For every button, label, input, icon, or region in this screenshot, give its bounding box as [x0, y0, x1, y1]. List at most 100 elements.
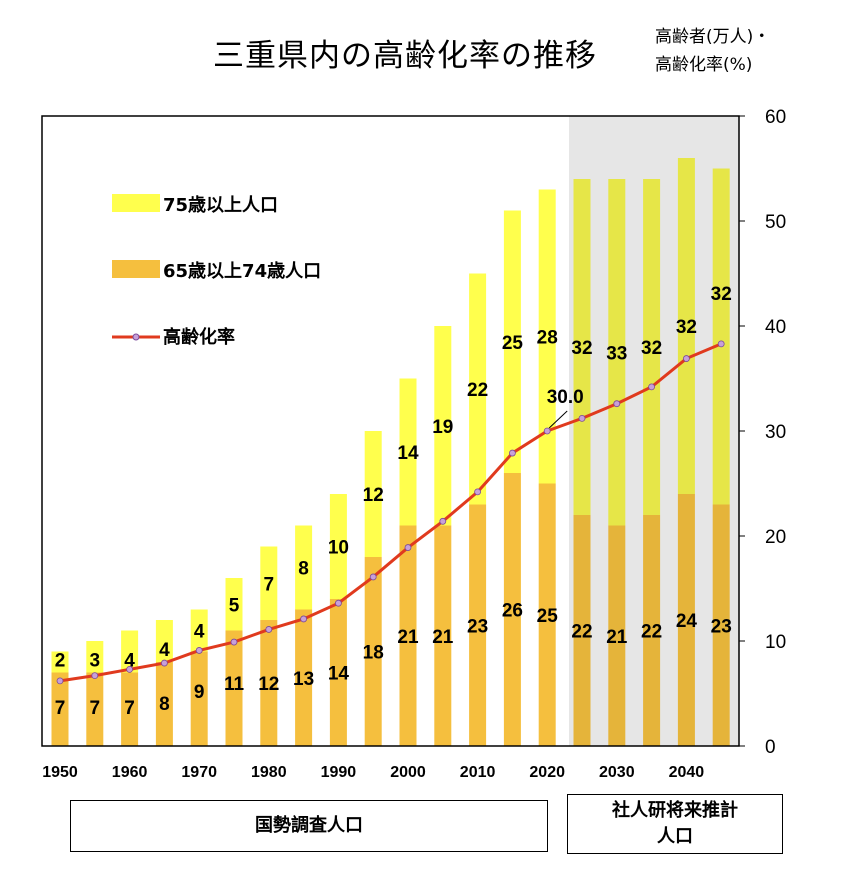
legend: 75歳以上人口 65歳以上74歳人口 高齢化率 — [112, 194, 321, 348]
rate-marker — [578, 414, 586, 422]
bar-label-65to74: 7 — [55, 698, 66, 719]
bar-label-65to74: 26 — [502, 601, 523, 622]
bar-over75 — [329, 494, 347, 599]
bar-label-over75: 32 — [676, 317, 697, 338]
bar-label-65to74: 7 — [90, 698, 101, 719]
rate-marker — [474, 488, 482, 496]
annotation-leader — [548, 410, 568, 429]
bar-label-65to74: 21 — [432, 627, 454, 648]
bar-over75 — [295, 525, 313, 610]
rate-marker — [404, 544, 412, 551]
y-tick-label: 40 — [765, 317, 786, 338]
bar-over75 — [573, 179, 591, 515]
rate-marker — [543, 427, 551, 435]
legend-rate-marker — [132, 333, 140, 341]
bar-over75 — [190, 609, 208, 652]
bar-label-over75: 12 — [363, 485, 384, 506]
bar-65to74 — [643, 515, 661, 746]
y-axis: 0 10 20 30 40 50 60 — [739, 107, 786, 758]
bar-65to74 — [155, 662, 173, 746]
y-axis-unit-line-2: 高齢化率(%) — [655, 55, 753, 75]
bar-label-over75: 4 — [159, 640, 170, 661]
legend-label-over75: 75歳以上人口 — [163, 195, 278, 216]
bar-65to74 — [190, 651, 208, 746]
bar-65to74 — [86, 672, 104, 746]
bar-value-labels: 7 2 7 3 7 4 8 4 9 4 11 5 12 7 13 8 14 10 18 12 21 14 21 19 23 22 2… — [55, 284, 732, 719]
legend-swatch-65to74 — [112, 260, 160, 278]
bar-label-65to74: 11 — [224, 674, 245, 695]
bar-label-over75: 2 — [55, 651, 66, 672]
x-tick-label: 1990 — [321, 764, 357, 781]
bar-65to74 — [399, 525, 417, 746]
bar-over75 — [434, 326, 452, 526]
rate-marker — [613, 400, 621, 408]
bar-series — [51, 158, 730, 746]
rate-marker — [230, 638, 238, 646]
rate-marker — [334, 599, 342, 607]
rate-marker — [126, 665, 134, 673]
bar-label-65to74: 8 — [159, 694, 170, 715]
bar-over75 — [677, 158, 695, 494]
bar-65to74 — [329, 599, 347, 746]
bar-label-65to74: 9 — [194, 682, 205, 703]
y-tick-label: 0 — [765, 737, 776, 758]
rate-marker — [509, 449, 516, 457]
y-tick-label: 30 — [765, 422, 786, 443]
bar-label-65to74: 24 — [676, 611, 698, 632]
rate-marker — [300, 615, 308, 623]
rate-marker — [195, 647, 203, 654]
x-tick-label: 2010 — [460, 764, 496, 781]
rate-marker — [91, 672, 99, 680]
bar-65to74 — [573, 515, 591, 746]
rate-marker — [717, 340, 725, 348]
bar-65to74 — [434, 525, 452, 746]
census-label-box: 国勢調査人口 — [70, 800, 548, 852]
bar-label-over75: 4 — [124, 651, 135, 672]
projection-label-line-2: 人口 — [657, 826, 693, 847]
bar-label-65to74: 7 — [124, 698, 135, 719]
rate-markers — [56, 340, 725, 685]
bar-over75 — [608, 179, 626, 526]
bar-over75 — [643, 179, 661, 515]
x-tick-label: 1950 — [42, 764, 78, 781]
bar-over75 — [155, 620, 173, 662]
bar-over75 — [712, 168, 730, 505]
bar-label-65to74: 21 — [606, 627, 628, 648]
y-tick-label: 60 — [765, 107, 786, 128]
bar-label-over75: 33 — [606, 343, 627, 364]
y-tick-label: 20 — [765, 527, 786, 548]
x-tick-label: 2000 — [390, 764, 426, 781]
bar-label-65to74: 22 — [641, 622, 662, 643]
bar-65to74 — [608, 525, 626, 746]
bar-label-over75: 22 — [467, 380, 488, 401]
bar-over75 — [51, 651, 69, 673]
rate-marker — [439, 517, 447, 525]
rate-marker — [265, 626, 273, 633]
bar-label-65to74: 23 — [711, 616, 732, 637]
bar-label-over75: 10 — [328, 538, 349, 559]
rate-marker — [683, 355, 690, 362]
bar-65to74 — [677, 494, 695, 746]
x-tick-label: 1970 — [181, 764, 217, 781]
bar-65to74 — [121, 672, 139, 746]
rate-marker — [56, 677, 64, 685]
bar-label-over75: 4 — [194, 622, 205, 643]
x-tick-label: 2030 — [599, 764, 635, 781]
bar-label-over75: 8 — [298, 559, 309, 580]
bar-label-over75: 28 — [537, 328, 558, 349]
legend-swatch-over75 — [112, 194, 160, 212]
bar-65to74 — [260, 620, 278, 746]
x-tick-label: 2040 — [669, 764, 705, 781]
bar-over75 — [260, 546, 278, 620]
bar-label-over75: 32 — [571, 338, 592, 359]
y-tick-label: 50 — [765, 212, 786, 233]
bar-over75 — [86, 641, 104, 673]
bar-65to74 — [503, 473, 521, 746]
x-axis: 1950 1960 1970 1980 1990 2000 2010 2020 2030 2040 — [42, 764, 704, 781]
chart-title: 三重県内の高齢化率の推移 — [213, 38, 597, 74]
bar-over75 — [503, 210, 521, 473]
legend-label-65to74: 65歳以上74歳人口 — [163, 261, 321, 282]
bar-label-over75: 3 — [90, 651, 101, 672]
bar-over75 — [225, 578, 243, 631]
bar-65to74 — [295, 609, 313, 746]
